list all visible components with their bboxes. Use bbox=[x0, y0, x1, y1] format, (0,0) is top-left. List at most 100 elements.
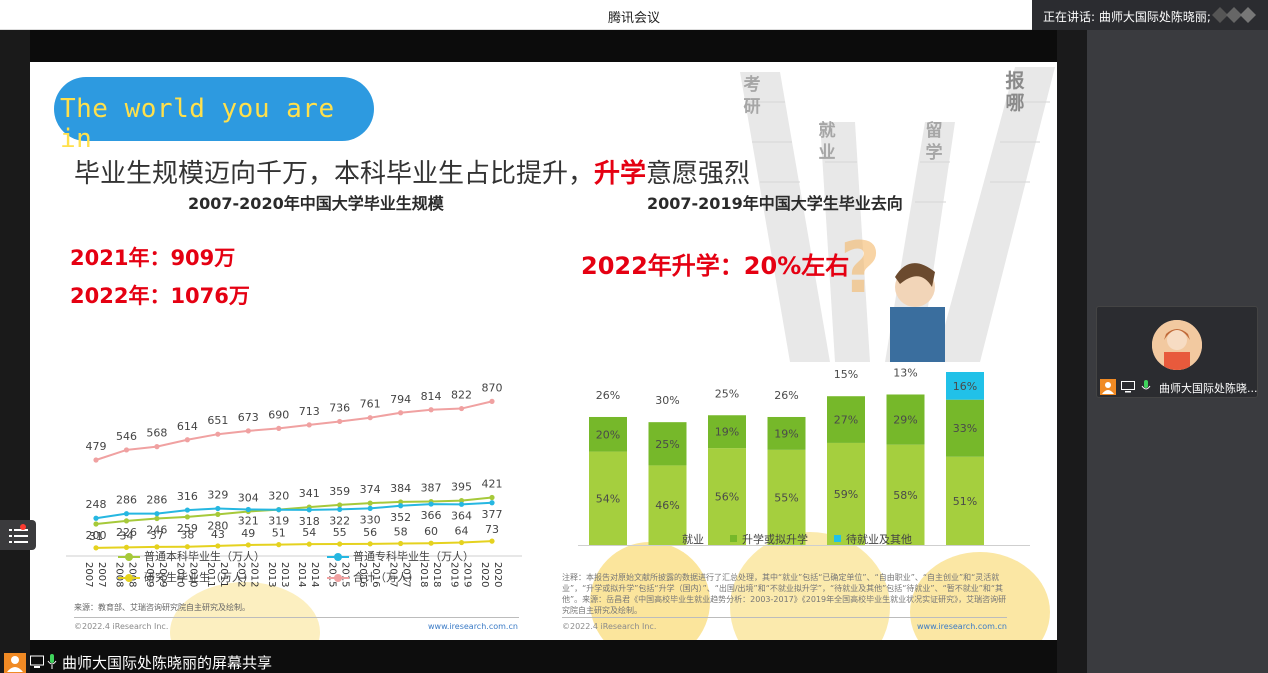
data-label: 54 bbox=[302, 526, 316, 539]
data-label: 651 bbox=[207, 414, 228, 427]
data-label: 316 bbox=[177, 490, 198, 503]
data-point bbox=[307, 542, 312, 547]
x-tick-label: 2020 bbox=[479, 562, 490, 587]
bar-label-employed: 58% bbox=[893, 489, 917, 502]
data-point bbox=[368, 501, 373, 506]
data-label: 870 bbox=[482, 381, 503, 394]
data-label: 352 bbox=[390, 511, 411, 524]
legend-marker-graduate bbox=[118, 577, 140, 579]
data-label: 38 bbox=[180, 529, 194, 542]
data-point bbox=[185, 514, 190, 519]
data-point bbox=[154, 444, 159, 449]
microphone-icon bbox=[47, 654, 57, 670]
data-label: 673 bbox=[238, 411, 259, 424]
bar-label-pending: 30% bbox=[655, 394, 679, 407]
x-tick-label: 2013 bbox=[771, 555, 802, 557]
data-point bbox=[489, 500, 494, 505]
data-label: 479 bbox=[86, 440, 107, 453]
stair-label-jiuye: 就业 bbox=[817, 120, 837, 164]
destination-bar-chart: 54%20%26%200746%25%30%200956%19%25%20115… bbox=[570, 312, 1040, 557]
data-label: 248 bbox=[86, 498, 107, 511]
avatar-image bbox=[1152, 320, 1202, 370]
data-point bbox=[428, 407, 433, 412]
graduates-line-chart: 200 226 246 259 280 304 320 341 359 374 384 387 395 4… bbox=[30, 312, 530, 587]
data-point bbox=[154, 511, 159, 516]
data-point bbox=[246, 507, 251, 512]
bar-label-further-study: 29% bbox=[893, 414, 917, 427]
x-tick-label: 2018 bbox=[431, 562, 442, 587]
data-label: 822 bbox=[451, 389, 472, 402]
x-tick-label: 2019 bbox=[449, 562, 460, 587]
legend-label-employed: 就业 bbox=[682, 533, 704, 546]
x-tick-label: 2013 bbox=[266, 562, 277, 587]
footer-url-left[interactable]: www.iresearch.com.cn bbox=[428, 622, 518, 631]
data-label: 31 bbox=[89, 530, 103, 543]
legend-label-junior: 普通专科毕业生（万人） bbox=[353, 550, 474, 563]
microphone-icon bbox=[1141, 380, 1151, 394]
data-label: 713 bbox=[299, 405, 320, 418]
badge-pill: The world you are in bbox=[54, 77, 374, 141]
participant-tile[interactable]: 曲师大国际处陈晓... bbox=[1096, 306, 1258, 398]
data-point bbox=[276, 542, 281, 547]
data-point bbox=[124, 511, 129, 516]
legend-label-total: 合计（万人） bbox=[353, 571, 419, 584]
x-tick-label: 2007 bbox=[593, 555, 624, 557]
slide-top-band bbox=[30, 30, 1057, 62]
legend-pending: 待就业及其他 bbox=[834, 531, 912, 547]
bar-label-employed: 51% bbox=[953, 495, 977, 508]
presentation-slide: ? 考研 就业 留学 报哪 The world you are in 毕业生规模… bbox=[30, 62, 1057, 640]
data-label: 286 bbox=[146, 494, 167, 507]
x-tick-label: 2007 bbox=[83, 562, 94, 587]
data-point bbox=[215, 432, 220, 437]
data-label: 341 bbox=[299, 487, 320, 500]
screen-share-icon bbox=[30, 655, 44, 669]
stat-further-study-2022: 2022年升学：20%左右 bbox=[581, 246, 849, 281]
data-point bbox=[185, 437, 190, 442]
legend-marker-total bbox=[327, 577, 349, 579]
data-label: 64 bbox=[455, 525, 469, 538]
data-label: 794 bbox=[390, 393, 411, 406]
data-label: 56 bbox=[363, 526, 377, 539]
legend-swatch-employed bbox=[670, 535, 677, 542]
headline-text: 毕业生规模迈向千万，本科毕业生占比提升， bbox=[74, 159, 594, 189]
footer-divider-left bbox=[74, 617, 519, 618]
footer-url-right[interactable]: www.iresearch.com.cn bbox=[917, 622, 1007, 631]
data-point bbox=[459, 406, 464, 411]
data-point bbox=[428, 541, 433, 546]
data-label: 387 bbox=[421, 482, 442, 495]
bar-label-employed: 56% bbox=[715, 491, 739, 504]
data-point bbox=[185, 507, 190, 512]
title-bar: 腾讯会议 正在讲话: 曲师大国际处陈晓丽; bbox=[0, 0, 1268, 30]
bar-label-employed: 54% bbox=[596, 492, 620, 505]
stair-label-liuxue: 留学 bbox=[924, 120, 944, 164]
bar-label-further-study: 19% bbox=[774, 427, 798, 440]
legend-label-pending: 待就业及其他 bbox=[846, 533, 912, 546]
data-label: 286 bbox=[116, 494, 137, 507]
data-point bbox=[337, 541, 342, 546]
signal-icon bbox=[1212, 7, 1260, 23]
data-point bbox=[93, 521, 98, 526]
data-label: 60 bbox=[424, 525, 438, 538]
data-point bbox=[337, 507, 342, 512]
data-label: 55 bbox=[333, 526, 347, 539]
bar-label-pending: 13% bbox=[893, 366, 917, 379]
bar-label-employed: 55% bbox=[774, 491, 798, 504]
data-point bbox=[459, 540, 464, 545]
data-point bbox=[215, 512, 220, 517]
legend-marker-junior bbox=[327, 556, 349, 558]
x-tick-label: 2009 bbox=[652, 555, 683, 557]
data-label: 377 bbox=[482, 508, 503, 521]
legend-label-undergrad: 普通本科毕业生（万人） bbox=[144, 550, 265, 563]
data-label: 814 bbox=[421, 390, 442, 403]
data-point bbox=[489, 495, 494, 500]
toc-button[interactable] bbox=[0, 520, 36, 550]
bar-label-pending: 16% bbox=[953, 380, 977, 393]
bar-label-further-study: 20% bbox=[596, 428, 620, 441]
data-point bbox=[428, 501, 433, 506]
data-label: 49 bbox=[241, 527, 255, 540]
x-tick-label: 2013 bbox=[279, 562, 290, 587]
data-point bbox=[368, 506, 373, 511]
x-tick-label: 2007 bbox=[96, 562, 107, 587]
data-point bbox=[398, 541, 403, 546]
data-point bbox=[368, 541, 373, 546]
